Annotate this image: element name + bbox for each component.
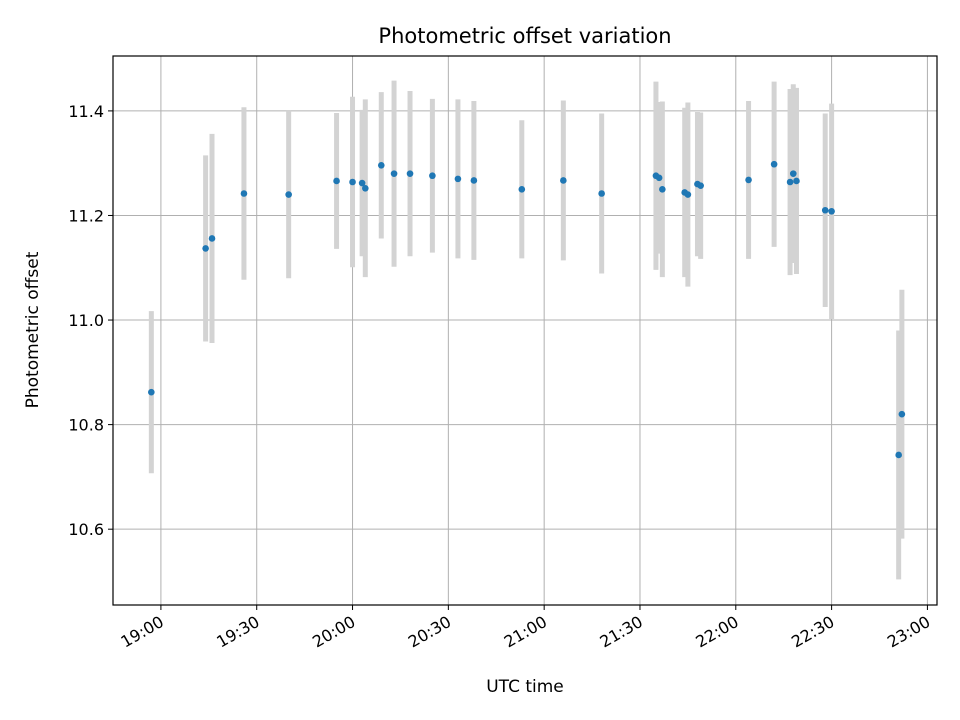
x-tick-label: 21:30 [597,612,646,652]
data-point [349,178,356,186]
data-point [240,190,248,197]
data-point [202,245,209,252]
grid [113,56,937,605]
data-point [358,179,366,187]
y-axis-title: Photometric offset [23,251,43,408]
data-point [655,174,663,182]
data-point [362,184,369,192]
x-tick-label: 19:30 [213,612,262,652]
x-tick-label: 21:00 [501,612,550,652]
y-tick-label: 10.8 [68,416,104,435]
data-point [786,178,794,186]
data-point [208,235,216,242]
data-point [898,410,906,418]
data-point [390,170,398,177]
data-point [518,186,526,193]
y-tick-label: 11.2 [68,206,104,225]
x-tick-label: 22:30 [788,612,837,652]
x-tick-label: 19:00 [117,612,166,652]
data-point [285,191,292,198]
data-point [659,186,666,193]
data-point [429,172,436,180]
data-point [684,191,692,198]
data-point [895,451,902,459]
data-point [789,170,797,177]
x-tick-label: 20:30 [405,612,454,652]
data-point [793,177,800,185]
data-point [406,170,414,177]
y-tick-label: 11.0 [68,311,104,330]
y-tick-label: 11.4 [68,102,104,121]
y-tick-label: 10.6 [68,520,104,539]
x-tick-label: 23:00 [884,612,933,652]
x-tick-label: 20:00 [309,612,358,652]
x-axis-title: UTC time [486,677,564,697]
data-points [148,160,906,459]
data-point [697,182,704,189]
plot-frame [112,55,938,606]
data-point [598,190,605,197]
data-point [148,388,155,396]
chart-title: Photometric offset variation [378,24,671,48]
data-point [454,175,462,183]
x-tick-label: 22:00 [692,612,741,652]
data-point [470,177,478,184]
data-point [560,177,567,184]
y-axis: 10.6 10.8 11.0 11.2 11.4 [68,102,113,539]
data-point [770,160,778,168]
data-point [745,176,752,184]
data-point [333,177,340,185]
data-point [377,161,385,169]
error-bars [148,80,905,580]
x-axis: 19:00 19:30 20:00 20:30 21:00 21:30 22:00 22:30… [117,605,933,652]
data-point [828,207,835,215]
data-point [821,206,829,214]
